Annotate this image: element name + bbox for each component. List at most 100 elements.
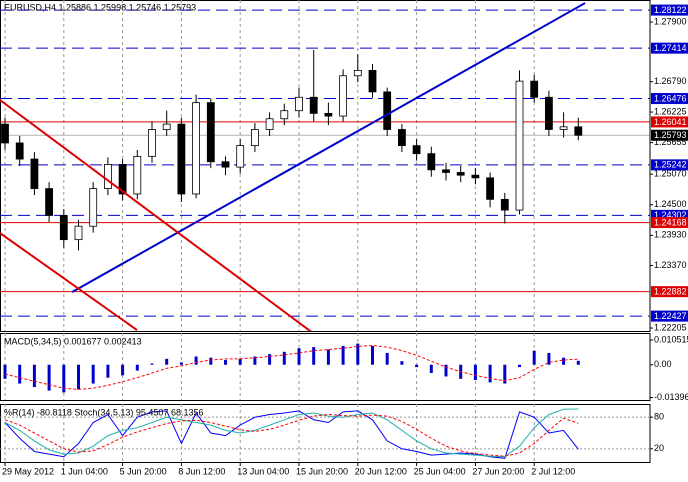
x-tick-label: 29 May 2012: [2, 466, 54, 476]
macd-bar: [150, 363, 154, 365]
level-box: [651, 217, 688, 229]
oscillator-line: [4, 413, 579, 457]
candle-body: [74, 225, 83, 241]
level-label: 1.25242: [654, 160, 687, 170]
candle-body: [559, 126, 568, 130]
y-tick-label: 0.010515: [654, 334, 688, 344]
level-box: [651, 42, 688, 54]
trendline: [0, 99, 312, 331]
candle-body: [15, 142, 24, 160]
macd-bar: [385, 352, 389, 365]
y-tick-label: 1.26790: [654, 76, 687, 86]
level-label: 1.27414: [654, 43, 687, 53]
macd-bar: [165, 358, 169, 365]
candle-body: [133, 155, 142, 195]
y-tick-label: 80: [654, 412, 664, 422]
trendline: [0, 232, 138, 331]
oscillator-line: [4, 408, 579, 458]
macd-bar: [415, 364, 419, 368]
candle-body: [89, 188, 98, 227]
candle-body: [118, 164, 127, 195]
macd-bar: [121, 364, 125, 376]
y-tick-label: 1.23930: [654, 230, 687, 240]
level-label: 1.28122: [654, 5, 687, 15]
macd-bar: [547, 352, 551, 365]
level-label: 1.22427: [654, 311, 687, 321]
candles: [1, 49, 583, 251]
candle-body: [427, 153, 436, 171]
macd-bar: [179, 362, 183, 365]
level-box: [651, 159, 688, 171]
candle-body: [383, 91, 392, 130]
candle-body: [30, 158, 39, 190]
candle-body: [1, 123, 9, 144]
candle-body: [59, 215, 68, 241]
candle-body: [353, 69, 362, 77]
level-box: [651, 116, 688, 128]
candle-body: [324, 112, 333, 117]
macd-bar: [429, 364, 433, 373]
main-pane: [0, 0, 651, 332]
y-tick-label: 0.00: [654, 359, 672, 369]
candle-body: [412, 145, 421, 155]
macd-bar: [77, 364, 80, 390]
macd-pane: [0, 333, 651, 401]
candle-body: [206, 102, 215, 163]
chart-title: EURUSD,H4 1.25886 1.25998 1.25746 1.2579…: [4, 2, 196, 12]
candle-body: [471, 174, 480, 179]
candle-body: [45, 188, 53, 216]
candle-body: [530, 80, 539, 98]
macd-bar: [47, 364, 51, 391]
x-tick-label: 25 Jun 04:00: [414, 466, 466, 476]
level-box: [651, 129, 688, 141]
marks: [0, 2, 586, 459]
macd-bar: [32, 364, 36, 388]
level-box: [651, 93, 688, 105]
candle-body: [162, 123, 171, 130]
candle-body: [500, 198, 509, 211]
level-box: [651, 4, 688, 16]
macd-bar: [356, 343, 360, 365]
labels: 29 May 2012 1 Jun 04:00 5 Jun 20:00 8 Jun 1…: [2, 4, 688, 476]
level-label: 1.24168: [654, 217, 687, 227]
x-tick-label: 15 Jun 20:00: [296, 466, 348, 476]
level-label: 1.26476: [654, 93, 687, 103]
y-tick-label: 1.25070: [654, 168, 687, 178]
level-box: [651, 209, 688, 221]
y-tick-label: 1.22205: [654, 322, 687, 332]
macd-bar: [106, 364, 110, 378]
macd-bar: [194, 356, 198, 365]
candle-body: [574, 126, 583, 136]
macd-bar: [238, 358, 242, 365]
macd-bar: [532, 350, 536, 365]
macd-bar: [209, 357, 213, 365]
y-tick-label: -0.01396: [654, 392, 688, 402]
oscillator-pane: [0, 404, 651, 463]
macd-bar: [473, 364, 477, 381]
macd-bar: [400, 361, 404, 365]
candle-body: [177, 123, 186, 195]
macd-bar: [135, 364, 139, 371]
candle-body: [265, 118, 274, 130]
macd-bar: [341, 345, 345, 365]
candle-body: [486, 177, 495, 200]
macd-bar: [503, 364, 507, 384]
candle-body: [545, 96, 553, 130]
macd-title: MACD(5,34,5) 0.001677 0.002413: [4, 336, 142, 346]
x-tick-label: 13 Jun 04:00: [237, 466, 289, 476]
macd-bar: [62, 364, 66, 393]
candle-body: [339, 75, 348, 117]
candle-body: [295, 96, 303, 112]
oscillator-title: %R(14) -80.8118 Stoch(34,5,13) 95.4507 6…: [4, 407, 203, 417]
level-label: 1.22882: [654, 287, 687, 297]
trendline: [71, 2, 586, 293]
candle-body: [280, 110, 289, 120]
macd-bar: [91, 364, 95, 384]
candle-body: [397, 129, 406, 147]
macd-bar: [268, 354, 272, 365]
y-tick-label: 1.27900: [654, 16, 687, 26]
macd-signal: [4, 344, 579, 390]
x-tick-label: 8 Jun 12:00: [178, 466, 225, 476]
